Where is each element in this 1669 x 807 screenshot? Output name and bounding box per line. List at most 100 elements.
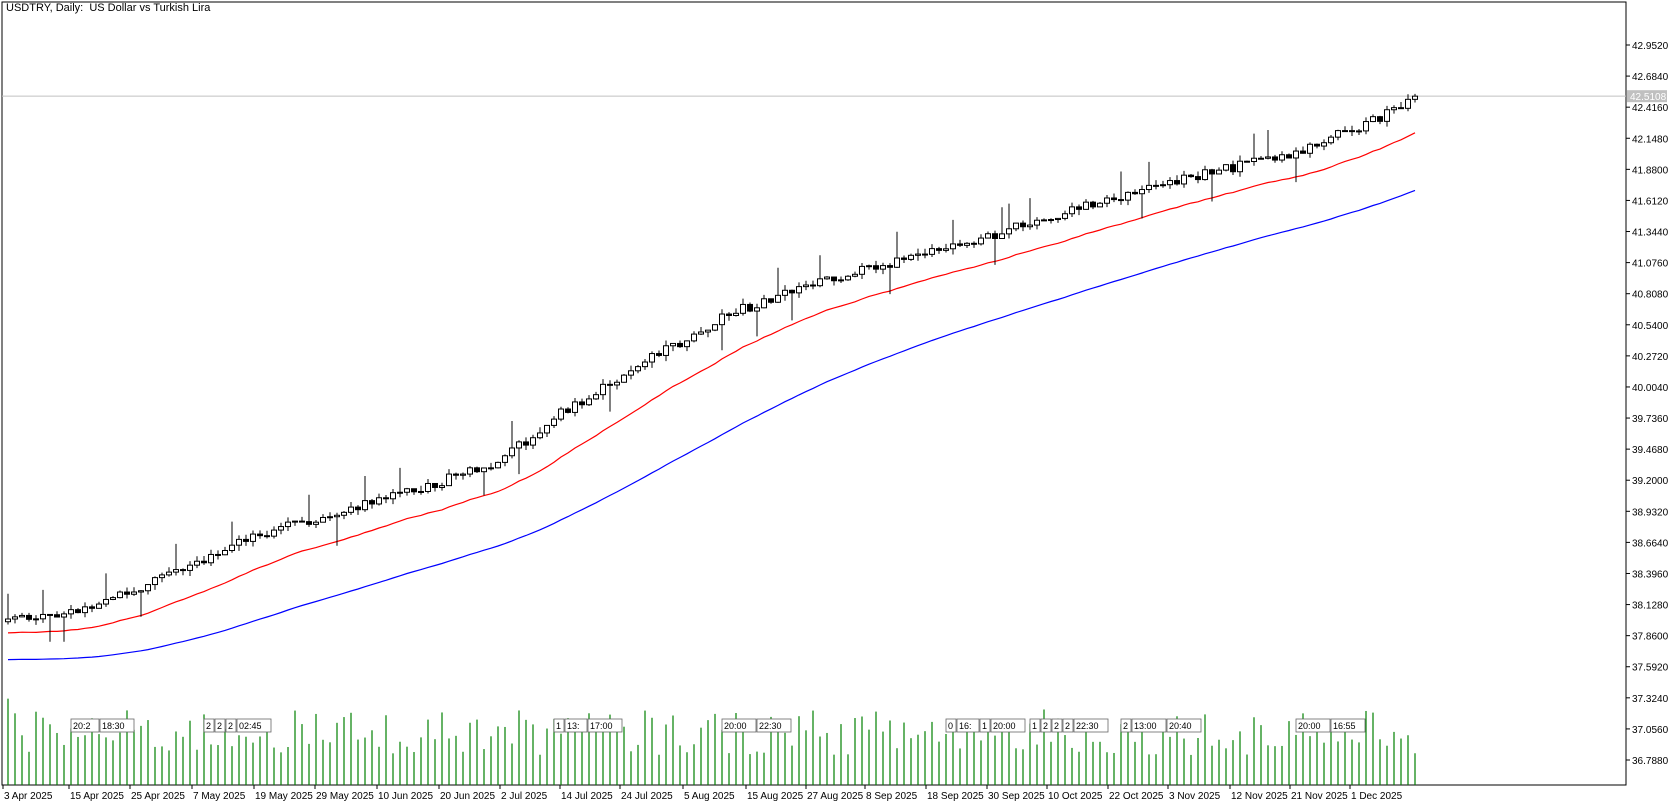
candle-body — [1167, 180, 1173, 186]
candle-body — [481, 467, 487, 473]
candle-body — [327, 516, 333, 519]
y-tick-label: 40.5400 — [1632, 321, 1669, 332]
y-tick-label: 39.2000 — [1632, 476, 1669, 487]
x-tick-label: 29 May 2025 — [316, 791, 374, 802]
candle-body — [1062, 213, 1068, 219]
candle-body — [467, 467, 473, 475]
candle-body — [719, 313, 725, 326]
candle-body — [985, 233, 991, 239]
candle-body — [1370, 116, 1376, 123]
candle-body — [411, 488, 417, 493]
x-tick-label: 20 Jun 2025 — [440, 791, 495, 802]
candle-body — [768, 298, 774, 303]
candle-body — [306, 521, 312, 525]
candle-body — [894, 257, 900, 268]
x-tick-label: 22 Oct 2025 — [1109, 791, 1164, 802]
candle-body — [957, 243, 963, 246]
volume-time-label-box — [564, 718, 588, 733]
volume-time-label: 0 — [948, 721, 953, 731]
candle-body — [754, 307, 760, 312]
candle-body — [124, 591, 130, 595]
y-tick-label: 41.6120 — [1632, 196, 1669, 207]
candle-body — [873, 265, 879, 270]
candle-body — [509, 447, 515, 457]
candle-body — [341, 511, 347, 516]
y-tick-label: 42.6840 — [1632, 72, 1669, 83]
candle-body — [642, 361, 648, 368]
candle-body — [89, 606, 95, 609]
candle-body — [1174, 180, 1180, 185]
candle-body — [838, 279, 844, 282]
candle-body — [488, 467, 494, 470]
candle-body — [404, 488, 410, 493]
candle-body — [866, 265, 872, 268]
candle-body — [243, 538, 249, 542]
volume-time-label: 2 — [217, 721, 222, 731]
candle-body — [145, 584, 151, 592]
candle-body — [1027, 224, 1033, 228]
y-tick-label: 42.1480 — [1632, 134, 1669, 145]
volume-time-label-box — [1062, 718, 1074, 733]
candle-body — [1006, 228, 1012, 235]
candle-body — [1328, 136, 1334, 144]
y-tick-label: 41.0760 — [1632, 259, 1669, 270]
candle-body — [824, 276, 830, 280]
candle-body — [418, 490, 424, 493]
candle-body — [376, 497, 382, 505]
volume-time-label-box — [553, 718, 565, 733]
candle-body — [285, 521, 291, 528]
candle-body — [334, 514, 340, 518]
candle-body — [929, 248, 935, 255]
volume-time-label-box — [99, 718, 135, 733]
candle-body — [915, 253, 921, 256]
candle-body — [523, 441, 529, 446]
candle-body — [614, 381, 620, 386]
candle-body — [1188, 174, 1194, 178]
candle-body — [908, 254, 914, 260]
candle-body — [19, 614, 25, 618]
x-tick-label: 7 May 2025 — [193, 791, 246, 802]
candle-body — [47, 613, 53, 616]
candle-body — [607, 383, 613, 386]
candle-body — [299, 520, 305, 523]
candle-body — [5, 618, 11, 623]
candle-body — [796, 286, 802, 294]
candle-body — [1020, 222, 1026, 228]
volume-time-label: 22:30 — [1076, 721, 1099, 731]
candle-body — [194, 560, 200, 566]
volume-time-label-box — [1073, 718, 1109, 733]
x-tick-label: 1 Dec 2025 — [1351, 791, 1403, 802]
candle-body — [586, 398, 592, 406]
y-tick-label: 40.8080 — [1632, 290, 1669, 301]
candle-body — [1335, 130, 1341, 138]
candle-body — [166, 571, 172, 576]
candle-body — [159, 574, 165, 579]
candle-body — [922, 253, 928, 256]
candle-body — [96, 603, 102, 609]
candle-body — [1307, 143, 1313, 154]
volume-time-label: 2 — [228, 721, 233, 731]
volume-time-label-box — [225, 718, 237, 733]
x-tick-label: 8 Sep 2025 — [866, 791, 918, 802]
candle-body — [362, 500, 368, 511]
y-tick-label: 37.8600 — [1632, 632, 1669, 643]
candle-body — [1412, 95, 1418, 100]
volume-time-label-box — [756, 718, 792, 733]
candle-body — [936, 248, 942, 251]
volume-time-label: 20:00 — [993, 721, 1016, 731]
volume-time-label-box — [979, 718, 991, 733]
candle-body — [845, 275, 851, 281]
price-tag-label: 42.5108 — [1630, 92, 1667, 103]
candle-body — [530, 437, 536, 446]
candle-body — [733, 312, 739, 316]
candle-body — [1286, 154, 1292, 159]
candle-body — [1314, 143, 1320, 147]
candle-body — [712, 324, 718, 331]
volume-time-label: 1 — [556, 721, 561, 731]
y-tick-label: 40.2720 — [1632, 352, 1669, 363]
candle-body — [1363, 121, 1369, 132]
candle-body — [789, 289, 795, 294]
candle-body — [950, 243, 956, 250]
y-tick-label: 42.9520 — [1632, 41, 1669, 52]
